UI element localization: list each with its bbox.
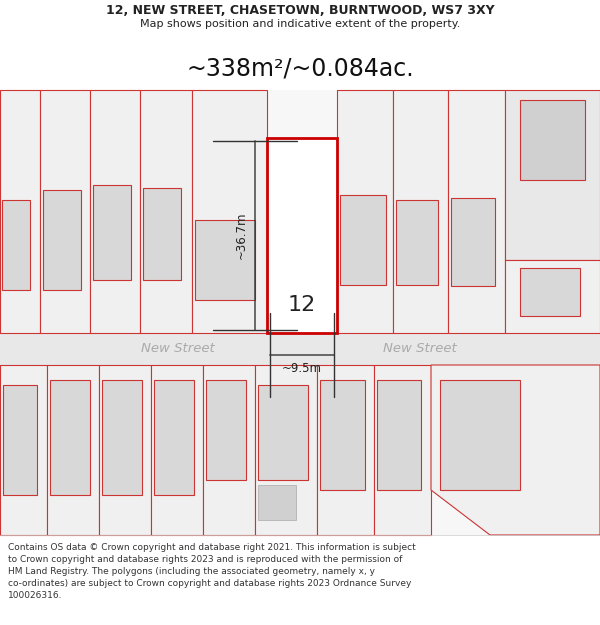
- Bar: [448, 90, 505, 333]
- Bar: [505, 90, 600, 260]
- Bar: [3, 385, 37, 495]
- Text: 12, NEW STREET, CHASETOWN, BURNTWOOD, WS7 3XY: 12, NEW STREET, CHASETOWN, BURNTWOOD, WS…: [106, 4, 494, 18]
- Text: ~36.7m: ~36.7m: [235, 212, 248, 259]
- Text: ~9.5m: ~9.5m: [282, 361, 322, 374]
- Bar: [271, 142, 333, 184]
- Bar: [440, 380, 520, 490]
- Text: Map shows position and indicative extent of the property.: Map shows position and indicative extent…: [140, 19, 460, 29]
- Bar: [451, 198, 495, 286]
- Polygon shape: [431, 365, 600, 535]
- Bar: [258, 485, 296, 520]
- Bar: [50, 380, 90, 495]
- Bar: [43, 190, 81, 290]
- Text: co-ordinates) are subject to Crown copyright and database rights 2023 Ordnance S: co-ordinates) are subject to Crown copyr…: [8, 579, 412, 588]
- Bar: [0, 90, 600, 535]
- Bar: [374, 365, 431, 535]
- Bar: [0, 333, 600, 365]
- Bar: [520, 100, 585, 180]
- Bar: [0, 365, 47, 535]
- Text: HM Land Registry. The polygons (including the associated geometry, namely x, y: HM Land Registry. The polygons (includin…: [8, 567, 375, 576]
- Bar: [143, 188, 181, 280]
- Bar: [255, 365, 317, 535]
- Text: 100026316.: 100026316.: [8, 591, 62, 600]
- Bar: [140, 90, 192, 333]
- Bar: [317, 365, 374, 535]
- Text: to Crown copyright and database rights 2023 and is reproduced with the permissio: to Crown copyright and database rights 2…: [8, 555, 403, 564]
- Bar: [192, 90, 267, 333]
- Text: New Street: New Street: [383, 342, 457, 356]
- Bar: [505, 260, 600, 333]
- Bar: [99, 365, 151, 535]
- Bar: [2, 200, 30, 290]
- Bar: [258, 385, 308, 480]
- Bar: [151, 365, 203, 535]
- Bar: [320, 380, 365, 490]
- Bar: [154, 380, 194, 495]
- Bar: [195, 220, 255, 300]
- Bar: [0, 90, 40, 333]
- Bar: [337, 90, 393, 333]
- Text: 12: 12: [288, 295, 316, 315]
- Bar: [267, 138, 337, 333]
- Text: New Street: New Street: [141, 342, 215, 356]
- Bar: [40, 90, 90, 333]
- Bar: [520, 268, 580, 316]
- Bar: [203, 365, 255, 535]
- Bar: [393, 90, 448, 333]
- Bar: [340, 195, 386, 285]
- Bar: [47, 365, 99, 535]
- Bar: [271, 273, 333, 328]
- Bar: [102, 380, 142, 495]
- Bar: [93, 185, 131, 280]
- Text: ~338m²/~0.084ac.: ~338m²/~0.084ac.: [186, 57, 414, 81]
- Bar: [396, 200, 438, 285]
- Text: Contains OS data © Crown copyright and database right 2021. This information is : Contains OS data © Crown copyright and d…: [8, 543, 416, 552]
- Bar: [90, 90, 140, 333]
- Bar: [206, 380, 246, 480]
- Bar: [377, 380, 421, 490]
